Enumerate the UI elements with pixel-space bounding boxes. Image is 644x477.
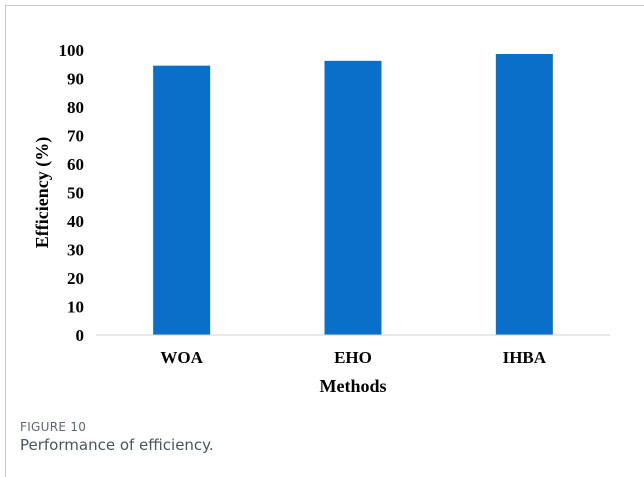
y-tick-label: 20 (67, 269, 84, 288)
y-tick-label: 100 (59, 41, 85, 60)
bar-woa (153, 65, 211, 336)
x-axis-title: Methods (320, 376, 387, 396)
figure-caption: Performance of efficiency. (20, 436, 214, 454)
y-axis-ticks: 0 10 20 30 40 50 60 70 80 90 100 (59, 41, 85, 345)
y-tick-label: 10 (67, 298, 84, 317)
figure-label: FIGURE 10 (20, 420, 87, 434)
bar-ihba (495, 53, 553, 336)
y-tick-label: 90 (67, 70, 84, 89)
y-tick-label: 50 (67, 184, 84, 203)
efficiency-bar-chart: 0 10 20 30 40 50 60 70 80 90 100 WOA EHO IHBA Method… (32, 41, 610, 396)
x-tick-label: WOA (160, 348, 203, 367)
x-tick-label: EHO (334, 348, 372, 367)
y-tick-label: 80 (67, 98, 84, 117)
y-tick-label: 70 (67, 127, 84, 146)
y-tick-label: 0 (76, 326, 85, 345)
y-tick-label: 30 (67, 241, 84, 260)
y-tick-label: 40 (67, 212, 84, 231)
x-tick-label: IHBA (503, 348, 547, 367)
y-axis-title: Efficiency (%) (32, 137, 53, 248)
figure-frame (5, 5, 644, 477)
x-axis-ticks: WOA EHO IHBA (160, 348, 546, 367)
bars (153, 53, 553, 336)
bar-eho (324, 60, 382, 336)
y-tick-label: 60 (67, 155, 84, 174)
